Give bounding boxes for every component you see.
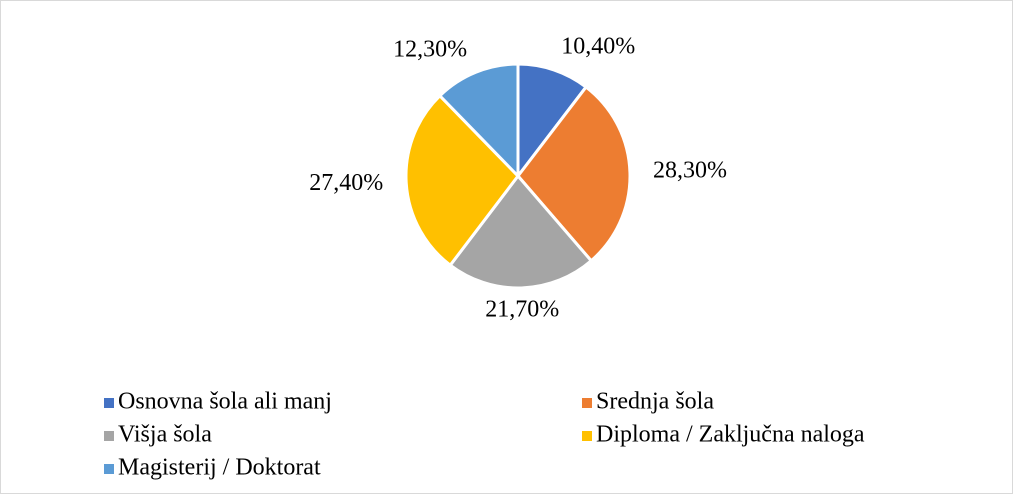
legend-swatch — [582, 398, 592, 408]
data-label: 12,30% — [393, 36, 467, 62]
legend-swatch — [104, 464, 114, 474]
pie-slice — [516, 84, 632, 263]
legend-swatch — [104, 431, 114, 441]
pie-slice — [404, 93, 520, 268]
data-label: 27,40% — [309, 170, 383, 196]
legend-label: Osnovna šola ali manj — [118, 389, 332, 415]
legend-label: Srednja šola — [596, 389, 714, 415]
data-label: 21,70% — [485, 296, 559, 322]
legend-swatch — [104, 398, 114, 408]
pie-slice — [437, 62, 520, 180]
legend-label: Višja šola — [118, 422, 212, 448]
pie-slice — [448, 173, 594, 290]
data-label: 10,40% — [561, 34, 635, 60]
data-label: 28,30% — [653, 157, 727, 183]
legend-label: Magisterij / Doktorat — [118, 455, 321, 481]
legend-label: Diploma / Zaključna naloga — [596, 422, 865, 448]
legend-swatch — [582, 431, 592, 441]
